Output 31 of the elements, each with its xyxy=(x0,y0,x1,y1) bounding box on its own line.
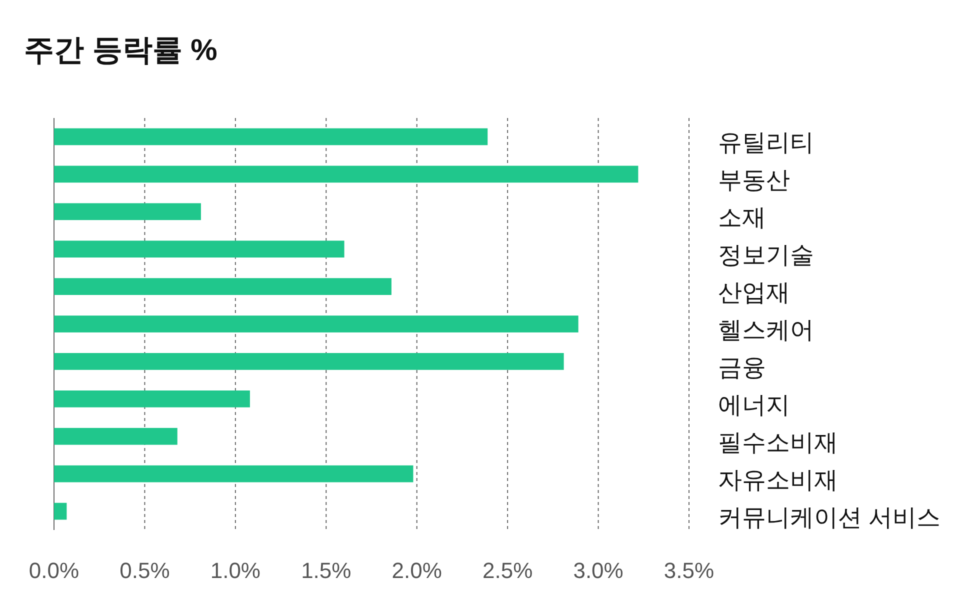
x-tick-label: 3.5% xyxy=(664,558,714,583)
x-tick-label: 0.0% xyxy=(28,558,80,583)
x-tick-label: 3.0% xyxy=(573,558,624,583)
bar xyxy=(54,278,392,295)
y-tick-label: 산업재 xyxy=(718,280,790,307)
bar xyxy=(54,240,344,258)
x-tick-label: 2.5% xyxy=(482,558,533,583)
x-tick-label: 2.0% xyxy=(392,558,442,583)
bar xyxy=(54,390,250,408)
x-tick-label: 1.5% xyxy=(301,558,352,583)
y-tick-label: 헬스케어 xyxy=(718,317,814,344)
y-tick-label: 유틸리티 xyxy=(718,130,814,157)
y-tick-label: 에너지 xyxy=(718,392,790,419)
bar xyxy=(54,203,201,220)
y-tick-label: 부동산 xyxy=(718,167,790,194)
y-tick-label: 커뮤니케이션 서비스 xyxy=(718,504,941,532)
bar xyxy=(54,353,564,370)
y-tick-label: 금융 xyxy=(718,354,766,382)
bar xyxy=(54,316,578,332)
bar xyxy=(54,128,488,146)
bar xyxy=(54,502,67,520)
x-tick-label: 1.0% xyxy=(210,558,261,583)
chart-title: 주간 등락률 % xyxy=(24,34,218,67)
y-tick-label: 소재 xyxy=(718,204,766,232)
y-tick-label: 정보기술 xyxy=(718,242,814,270)
bar xyxy=(54,428,178,445)
y-tick-label: 자유소비재 xyxy=(718,466,838,494)
bar xyxy=(54,465,414,482)
bar xyxy=(54,166,638,183)
x-tick-label: 0.5% xyxy=(120,558,170,583)
y-tick-label: 필수소비재 xyxy=(718,429,838,456)
